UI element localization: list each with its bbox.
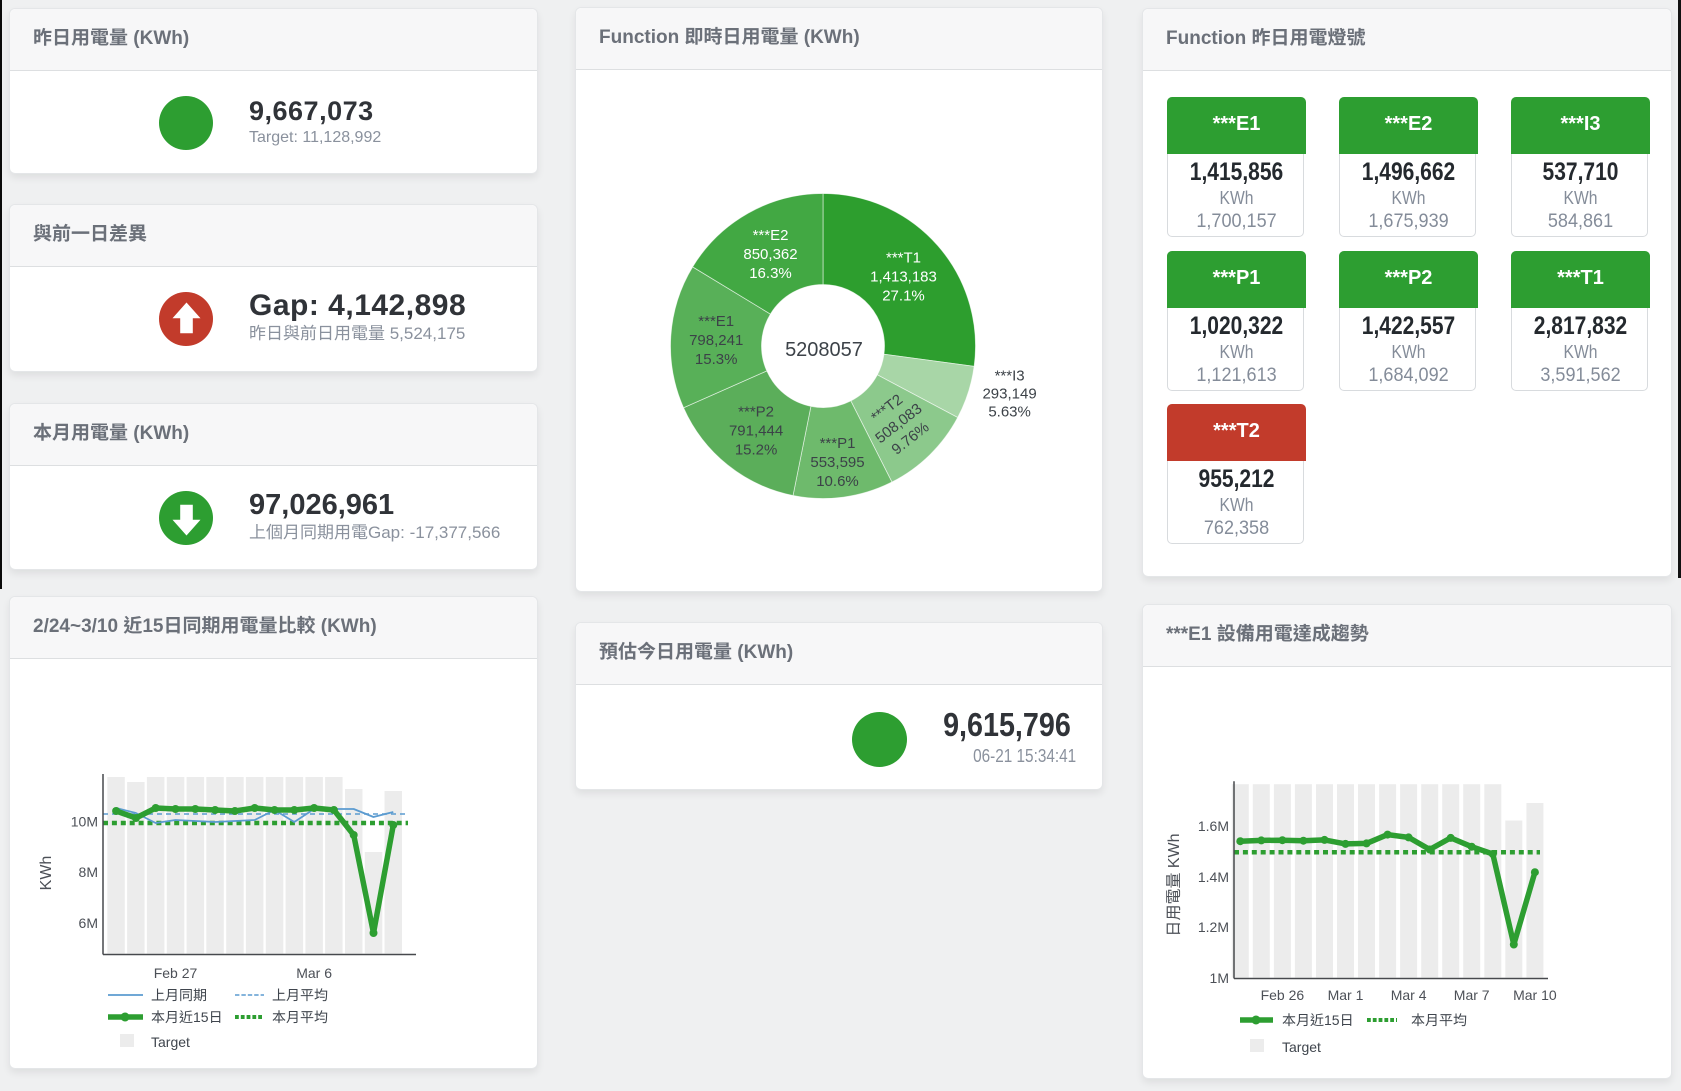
svg-text:1.2M: 1.2M — [1198, 919, 1229, 935]
svg-text:上月同期: 上月同期 — [151, 987, 207, 1003]
svg-text:本月近15日: 本月近15日 — [151, 1009, 223, 1025]
svg-text:1.4M: 1.4M — [1198, 869, 1229, 885]
svg-text:Feb 26: Feb 26 — [1261, 987, 1305, 1003]
svg-text:1M: 1M — [1210, 970, 1229, 986]
svg-text:本月平均: 本月平均 — [272, 1009, 328, 1025]
svg-text:6M: 6M — [79, 915, 98, 931]
svg-text:Mar 7: Mar 7 — [1454, 987, 1490, 1003]
svg-text:Target: Target — [151, 1034, 190, 1050]
svg-text:本月近15日: 本月近15日 — [1282, 1012, 1354, 1028]
svg-text:KWh: KWh — [38, 856, 55, 891]
svg-text:Mar 4: Mar 4 — [1391, 987, 1427, 1003]
svg-text:日用電量 KWh: 日用電量 KWh — [1166, 833, 1183, 936]
svg-text:5208057: 5208057 — [785, 339, 863, 361]
svg-text:Mar 6: Mar 6 — [296, 965, 332, 981]
svg-text:Mar 1: Mar 1 — [1328, 987, 1364, 1003]
svg-text:Mar 10: Mar 10 — [1513, 987, 1557, 1003]
svg-text:上月平均: 上月平均 — [272, 987, 328, 1003]
svg-text:本月平均: 本月平均 — [1411, 1012, 1467, 1028]
svg-text:Feb 27: Feb 27 — [154, 965, 198, 981]
svg-text:1.6M: 1.6M — [1198, 818, 1229, 834]
svg-text:Target: Target — [1282, 1039, 1321, 1055]
svg-text:10M: 10M — [71, 814, 98, 830]
svg-text:8M: 8M — [79, 864, 98, 880]
